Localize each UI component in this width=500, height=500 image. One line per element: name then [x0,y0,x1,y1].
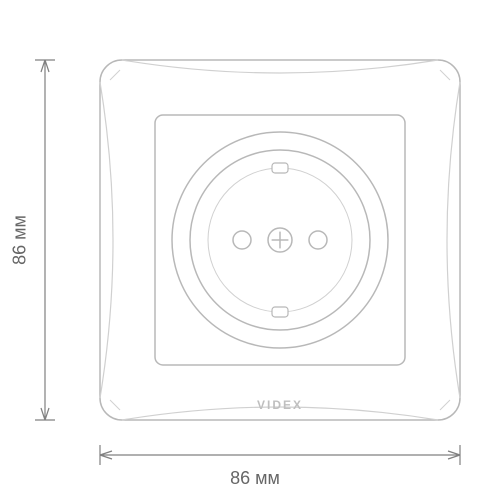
socket-dimensional-drawing [0,0,500,500]
dimension-width-label: 86 мм [230,468,280,489]
diagram-stage: VIDEX 86 мм 86 мм [0,0,500,500]
brand-label: VIDEX [30,398,500,412]
dimension-height-label: 86 мм [10,215,31,265]
